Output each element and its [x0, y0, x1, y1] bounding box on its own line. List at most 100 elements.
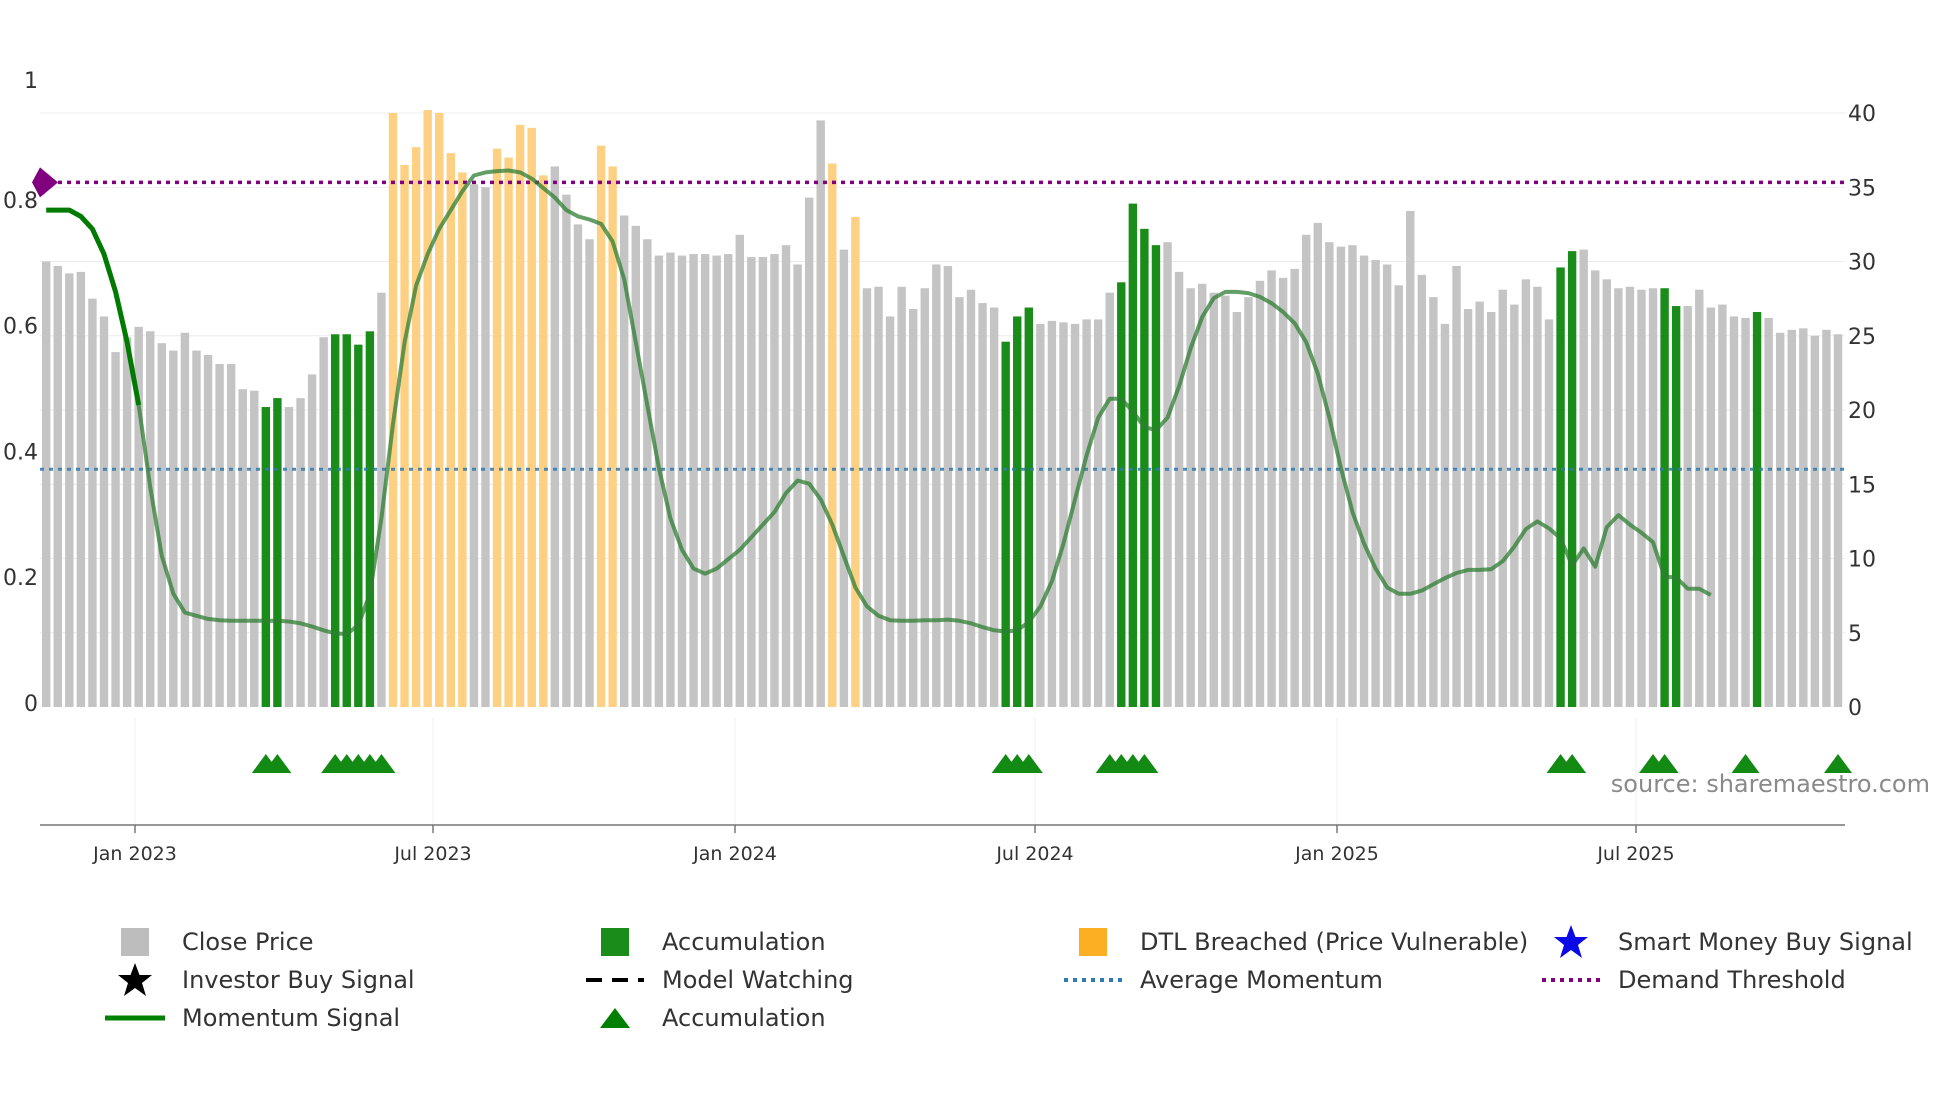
left-tick-label: 0.6: [3, 315, 38, 340]
close-price-bar: [1706, 307, 1716, 707]
legend-item-close-price: Close Price: [100, 924, 314, 960]
close-price-bar: [1232, 311, 1242, 707]
close-price-bar: [65, 273, 74, 707]
close-price-bar: [1267, 270, 1276, 707]
close-price-bar: [1521, 279, 1531, 707]
right-tick-label: 40: [1848, 102, 1876, 127]
close-price-bar: [203, 355, 213, 707]
close-price-bar: [1186, 288, 1195, 707]
close-price-bar: [839, 249, 849, 707]
close-price-bar: [1406, 211, 1415, 707]
accumulation-bar: [273, 398, 282, 707]
dtl-breached-bar: [400, 164, 409, 708]
close-price-bar: [1776, 332, 1785, 707]
legend-label: Smart Money Buy Signal: [1618, 928, 1913, 956]
accumulation-bar: [1001, 341, 1010, 707]
accumulation-bar: [1671, 306, 1681, 707]
square-icon: [580, 924, 650, 960]
close-price-bar: [481, 187, 490, 707]
close-price-bar: [1209, 292, 1218, 707]
accumulation-bar: [331, 334, 340, 707]
dtl-breached-bar: [596, 145, 606, 708]
star-icon: [100, 962, 170, 998]
momentum-signal-line-faded: [136, 168, 1712, 636]
close-price-bar: [1533, 286, 1542, 707]
accumulation-marker: [1824, 754, 1852, 773]
dtl-breached-bar: [608, 166, 617, 707]
line-icon: [100, 1000, 170, 1036]
close-price-bar: [804, 197, 814, 707]
close-price-bar: [307, 374, 317, 707]
close-price-bar: [284, 407, 294, 707]
dtl-breached-bar: [504, 157, 513, 708]
dashed-line-icon: [580, 962, 650, 998]
close-price-bar: [989, 307, 999, 707]
accumulation-bar: [1024, 307, 1033, 707]
close-price-bar: [469, 184, 479, 707]
close-price-bar: [1810, 335, 1820, 707]
close-price-bar: [1371, 260, 1380, 707]
x-tick-label: Jul 2023: [393, 843, 471, 865]
close-price-bar: [666, 252, 675, 707]
close-price-bar: [250, 390, 259, 707]
accumulation-bar: [1128, 203, 1138, 707]
close-price-bar: [1244, 297, 1253, 707]
close-price-bar: [1833, 334, 1843, 707]
legend-item-investor-buy-signal: Investor Buy Signal: [100, 962, 415, 998]
close-price-bar: [1336, 246, 1346, 707]
accumulation-bar: [342, 334, 351, 707]
close-price-bar: [1198, 283, 1207, 707]
left-axis-ticks: 0 0.2 0.4 0.6 0.8 1: [3, 69, 38, 717]
close-price-bar: [677, 255, 687, 707]
legend-label: Momentum Signal: [182, 1004, 401, 1032]
close-price-bar: [1382, 264, 1392, 707]
dotted-line-icon: [1536, 962, 1606, 998]
close-price-bar: [42, 261, 51, 707]
close-price-bar: [862, 288, 872, 707]
dtl-breached-bar: [411, 147, 421, 707]
close-price-bar: [724, 254, 733, 707]
close-price-bar: [1695, 289, 1704, 707]
legend-label: Average Momentum: [1140, 966, 1383, 994]
legend-label: Close Price: [182, 928, 314, 956]
legend-label: Model Watching: [662, 966, 854, 994]
close-price-bar: [1579, 249, 1588, 707]
right-axis-ticks: 0 5 10 15 20 25 30 35 40: [1848, 102, 1876, 721]
close-price-bar: [735, 234, 744, 707]
x-axis-ticks: Jan 2023 Jul 2023 Jan 2024 Jul 2024 Jan 2025…: [92, 825, 1675, 865]
close-price-bar: [920, 288, 929, 707]
close-price-bar: [758, 257, 768, 707]
close-price-bar: [1313, 222, 1322, 707]
close-price-bar: [700, 254, 710, 707]
close-price-bar: [643, 239, 652, 707]
accumulation-marker: [1130, 754, 1159, 773]
close-price-bar: [1082, 319, 1091, 707]
accumulation-marker: [367, 754, 396, 773]
legend-item-momentum-signal: Momentum Signal: [100, 1000, 400, 1036]
legend: Close Price Investor Buy Signal Momentum…: [90, 920, 1950, 1050]
close-price-bar: [1105, 292, 1114, 707]
legend-label: Demand Threshold: [1618, 966, 1846, 994]
star-icon: [1536, 924, 1606, 960]
close-price-bar: [1498, 289, 1507, 707]
momentum-signal-line: [46, 207, 142, 406]
legend-item-dtl-breached: DTL Breached (Price Vulnerable): [1058, 924, 1528, 960]
close-price-bar: [88, 298, 97, 707]
accumulation-marker: [1650, 754, 1679, 773]
left-tick-label: 0.4: [3, 440, 38, 465]
close-price-bar: [1278, 277, 1288, 707]
close-price-bar: [1429, 297, 1438, 707]
triangle-icon: [580, 1000, 650, 1036]
bar-series: [42, 110, 1843, 708]
left-tick-label: 1: [24, 69, 38, 94]
close-price-bar: [1290, 268, 1299, 707]
close-price-bar: [238, 389, 247, 707]
square-icon: [100, 924, 170, 960]
close-price-bar: [1348, 245, 1357, 708]
dtl-breached-bar: [539, 175, 548, 707]
close-price-bar: [562, 194, 571, 708]
right-tick-label: 5: [1848, 622, 1862, 647]
gridlines: [40, 112, 1845, 825]
close-price-bar: [226, 363, 236, 707]
